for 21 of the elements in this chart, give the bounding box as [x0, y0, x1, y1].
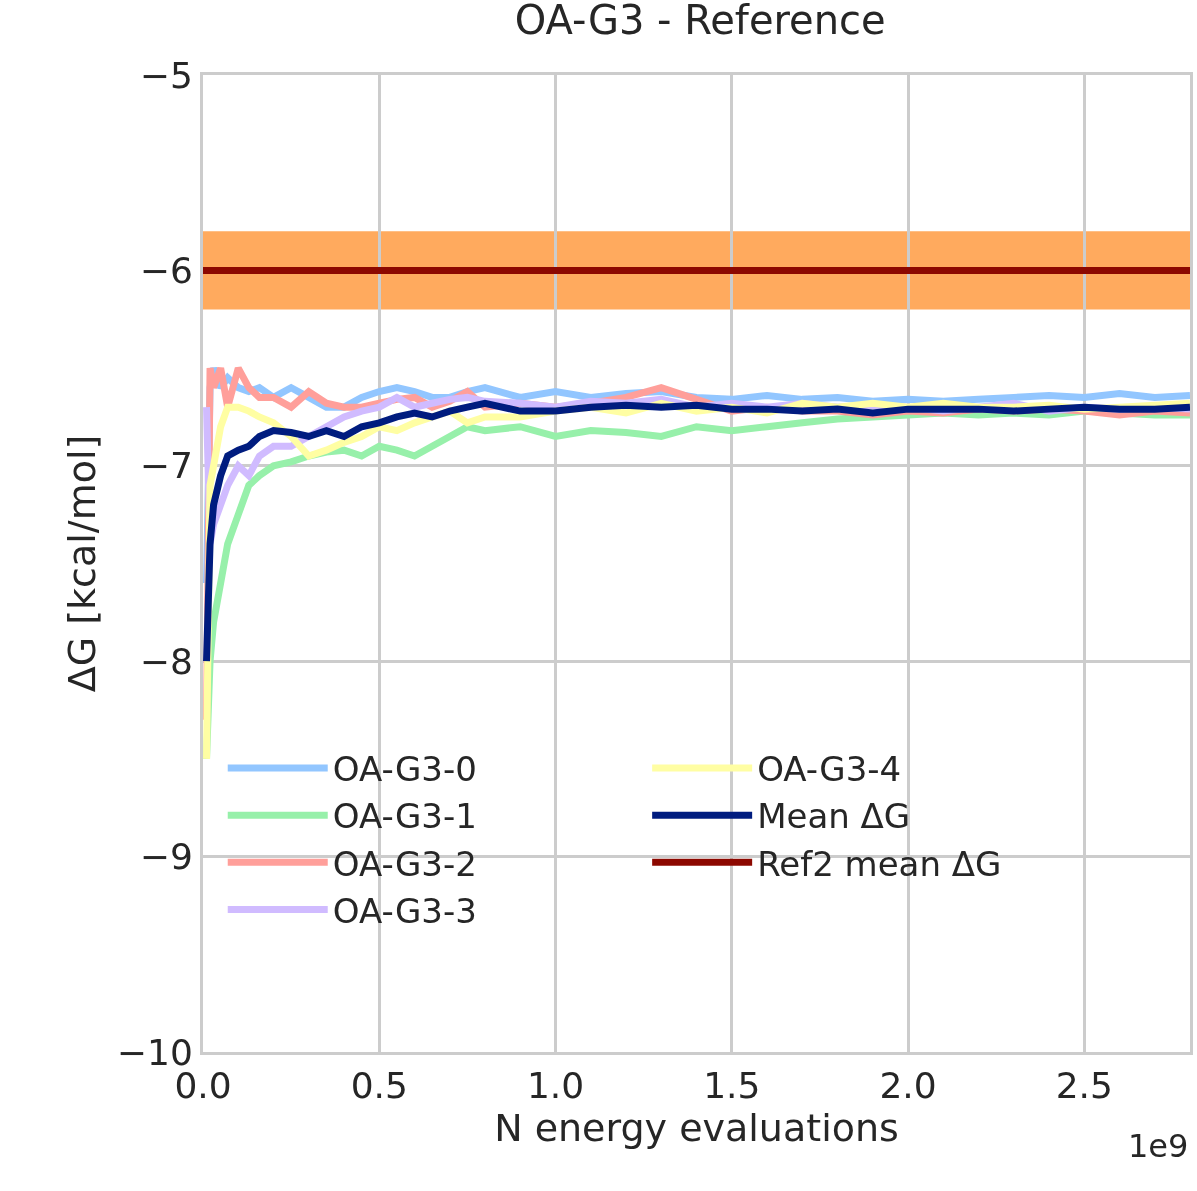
y-tick-label: −6: [139, 250, 193, 291]
chart-title: OA-G3 - Reference: [514, 0, 886, 43]
legend-label: OA-G3-0: [332, 749, 477, 790]
y-tick-label: −8: [139, 640, 193, 682]
x-axis-title: N energy evaluations: [494, 1106, 899, 1151]
y-axis-title: ΔG [kcal/mol]: [60, 434, 105, 693]
x-tick-label: 0.5: [350, 1065, 408, 1107]
x-tick-label: 2.5: [1055, 1065, 1113, 1107]
text: 1e9: [1128, 1127, 1189, 1165]
legend-label: OA-G3-3: [332, 890, 477, 931]
x-tick-label: 2.0: [879, 1065, 937, 1107]
legend-label: Ref2 mean ΔG: [757, 843, 1002, 884]
x-tick-label: 1.0: [526, 1065, 585, 1107]
legend-label: OA-G3-4: [757, 749, 902, 790]
legend-label: Mean ΔG: [757, 796, 911, 837]
legend-label: OA-G3-2: [332, 843, 477, 884]
y-tick-label: −9: [139, 836, 193, 878]
y-tick-label: −5: [139, 54, 193, 96]
y-tick-label: −7: [139, 445, 193, 487]
legend-label: OA-G3-1: [332, 796, 477, 837]
x-tick-label: 1.5: [703, 1065, 761, 1107]
